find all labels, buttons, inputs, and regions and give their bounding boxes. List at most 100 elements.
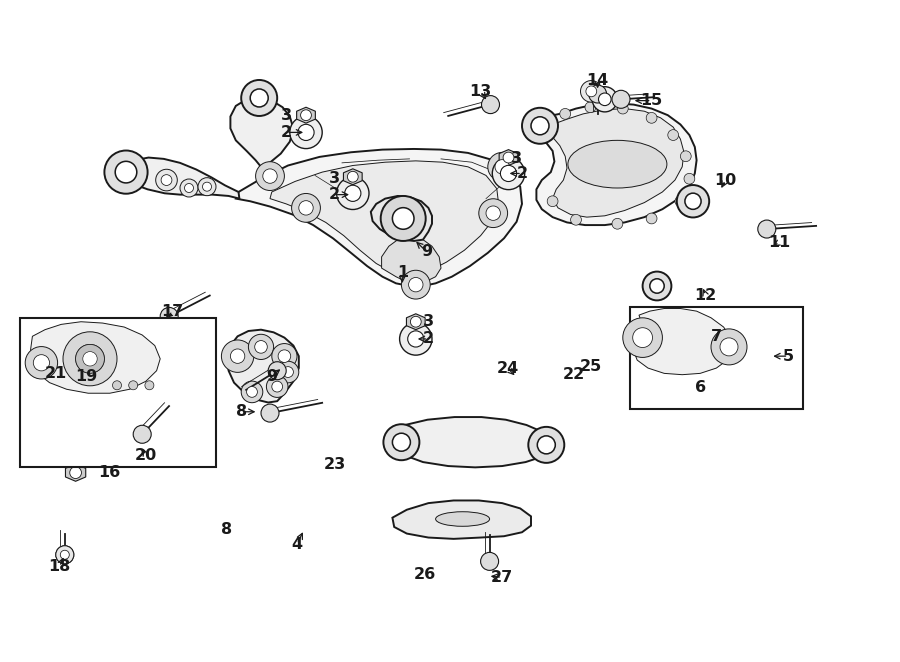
- Polygon shape: [270, 161, 499, 275]
- Polygon shape: [396, 417, 551, 467]
- Circle shape: [492, 158, 525, 189]
- Circle shape: [612, 90, 630, 109]
- Text: 16: 16: [99, 465, 121, 480]
- Text: 2: 2: [281, 125, 292, 140]
- Circle shape: [255, 340, 267, 354]
- Circle shape: [410, 316, 421, 327]
- Text: 1: 1: [397, 265, 408, 280]
- Circle shape: [684, 173, 695, 184]
- Text: 3: 3: [281, 108, 292, 122]
- Circle shape: [580, 81, 602, 102]
- Polygon shape: [31, 322, 160, 393]
- Circle shape: [401, 270, 430, 299]
- Circle shape: [592, 87, 617, 112]
- Circle shape: [650, 279, 664, 293]
- Polygon shape: [124, 158, 239, 199]
- Circle shape: [299, 201, 313, 215]
- Circle shape: [221, 340, 254, 372]
- Circle shape: [263, 169, 277, 183]
- Text: 2: 2: [329, 187, 340, 202]
- Circle shape: [161, 175, 172, 185]
- Text: 19: 19: [76, 369, 97, 383]
- Circle shape: [720, 338, 738, 356]
- Circle shape: [383, 424, 419, 460]
- Circle shape: [711, 329, 747, 365]
- Circle shape: [60, 550, 69, 559]
- Circle shape: [301, 110, 311, 120]
- Text: 6: 6: [695, 380, 706, 395]
- Circle shape: [347, 171, 358, 182]
- Circle shape: [261, 404, 279, 422]
- Circle shape: [248, 334, 274, 359]
- Circle shape: [612, 218, 623, 229]
- Circle shape: [33, 355, 50, 371]
- Circle shape: [585, 102, 596, 113]
- Circle shape: [479, 199, 508, 228]
- Polygon shape: [66, 464, 86, 481]
- Circle shape: [633, 328, 652, 348]
- Text: 25: 25: [580, 359, 601, 374]
- Polygon shape: [549, 109, 684, 217]
- Circle shape: [400, 323, 432, 355]
- Circle shape: [495, 160, 509, 174]
- Text: 4: 4: [292, 537, 302, 551]
- Circle shape: [247, 387, 257, 397]
- Polygon shape: [535, 103, 697, 225]
- Text: 9: 9: [266, 369, 277, 383]
- Text: 3: 3: [511, 152, 522, 166]
- Text: 21: 21: [45, 366, 67, 381]
- Circle shape: [184, 183, 194, 193]
- Circle shape: [646, 213, 657, 224]
- Circle shape: [486, 206, 500, 220]
- Text: 11: 11: [769, 235, 790, 250]
- Polygon shape: [371, 196, 432, 241]
- Text: 18: 18: [49, 559, 70, 574]
- Circle shape: [586, 86, 597, 97]
- Circle shape: [241, 381, 263, 402]
- Text: 2: 2: [517, 166, 527, 181]
- Circle shape: [392, 208, 414, 229]
- Circle shape: [408, 331, 424, 347]
- Circle shape: [758, 220, 776, 238]
- Polygon shape: [230, 98, 293, 167]
- Circle shape: [70, 467, 81, 479]
- Polygon shape: [297, 107, 315, 123]
- Circle shape: [537, 436, 555, 454]
- Circle shape: [522, 108, 558, 144]
- Circle shape: [292, 193, 320, 222]
- Circle shape: [180, 179, 198, 197]
- Circle shape: [56, 545, 74, 564]
- Circle shape: [250, 89, 268, 107]
- Circle shape: [560, 109, 571, 119]
- Polygon shape: [634, 308, 733, 375]
- Ellipse shape: [436, 512, 490, 526]
- Circle shape: [83, 352, 97, 366]
- Polygon shape: [382, 235, 441, 285]
- Circle shape: [668, 130, 679, 140]
- Circle shape: [589, 85, 607, 103]
- Text: 27: 27: [491, 570, 513, 585]
- Polygon shape: [236, 149, 522, 286]
- Circle shape: [256, 162, 284, 191]
- Circle shape: [381, 196, 426, 241]
- Text: 8: 8: [221, 522, 232, 537]
- Circle shape: [63, 332, 117, 386]
- Text: 8: 8: [236, 404, 247, 419]
- Circle shape: [129, 381, 138, 390]
- Text: 17: 17: [162, 304, 184, 318]
- Bar: [630, 307, 803, 409]
- Circle shape: [617, 103, 628, 114]
- Circle shape: [677, 185, 709, 217]
- Circle shape: [488, 152, 517, 181]
- Circle shape: [202, 182, 211, 191]
- Polygon shape: [500, 150, 518, 166]
- Circle shape: [675, 196, 686, 207]
- Circle shape: [277, 361, 299, 383]
- Circle shape: [685, 193, 701, 209]
- Circle shape: [25, 347, 58, 379]
- Bar: [20, 318, 216, 467]
- Circle shape: [145, 381, 154, 390]
- Circle shape: [278, 350, 291, 363]
- Circle shape: [298, 124, 314, 140]
- Text: 12: 12: [695, 288, 716, 303]
